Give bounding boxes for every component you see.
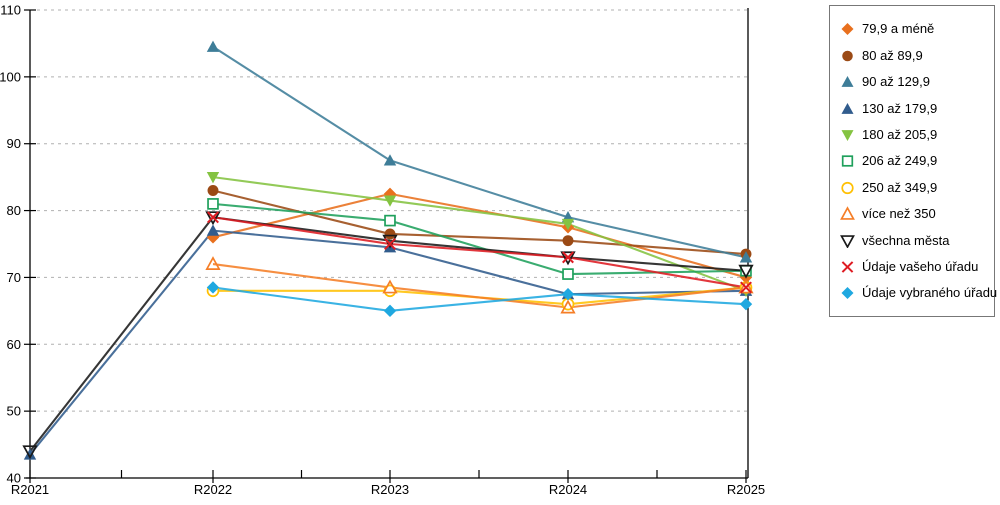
legend-item-3: 90 až 129,9: [840, 74, 994, 89]
legend-item-label: 90 až 129,9: [862, 74, 930, 90]
legend-item-label: 79,9 a méně: [862, 21, 935, 37]
legend-item-label: více než 350: [862, 206, 936, 222]
x-tick-label-R2024: R2024: [549, 482, 587, 497]
legend-marker-icon: [841, 287, 854, 300]
legend-item-10: Údaje vašeho úřadu: [840, 259, 994, 274]
series-markers-1: [206, 187, 753, 284]
legend-marker-icon: [840, 234, 855, 248]
legend-item-label: 206 až 249,9: [862, 153, 938, 169]
legend-marker-icon: [842, 50, 853, 62]
series-line-9: [29, 216, 747, 452]
legend-item-label: 180 až 205,9: [862, 127, 938, 143]
y-tick-label-60: 60: [7, 337, 21, 352]
y-tick-label-110: 110: [0, 3, 21, 18]
legend-item-label: Údaje vybraného úřadu: [862, 285, 998, 301]
legend-item-6: 206 až 249,9: [840, 153, 994, 168]
legend-item-9: všechna města: [840, 233, 994, 248]
legend-marker-icon: [841, 23, 854, 36]
legend-marker-icon: [841, 130, 854, 142]
legend-marker-icon: [841, 76, 854, 88]
series-line-11: [212, 286, 747, 312]
legend-item-label: 130 až 179,9: [862, 100, 938, 116]
legend-item-label: 80 až 89,9: [862, 47, 923, 63]
series-line-2: [212, 189, 747, 256]
legend-item-label: Údaje vašeho úřadu: [862, 259, 979, 275]
series-markers-8: [205, 256, 754, 314]
y-tick-label-80: 80: [7, 203, 21, 218]
x-tick-label-R2023: R2023: [371, 482, 409, 497]
series-line-4: [29, 229, 747, 456]
series-line-1: [212, 192, 747, 279]
legend-marker-icon: [840, 206, 855, 221]
x-tick-label-R2021: R2021: [11, 482, 49, 497]
y-tick-label-100: 100: [0, 69, 21, 84]
series-line-5: [212, 176, 747, 292]
legend-item-7: 250 až 349,9: [840, 180, 994, 195]
legend-item-8: více než 350: [840, 206, 994, 221]
legend-marker-icon: [841, 102, 854, 114]
x-tick-label-R2025: R2025: [727, 482, 765, 497]
x-tick-label-R2022: R2022: [194, 482, 232, 497]
legend-marker-icon: [841, 261, 854, 273]
legend-item-1: 79,9 a méně: [840, 21, 994, 36]
y-tick-label-50: 50: [7, 404, 21, 419]
legend-item-5: 180 až 205,9: [840, 127, 994, 142]
legend-item-label: 250 až 349,9: [862, 179, 938, 195]
series-markers-4: [23, 224, 753, 460]
legend-item-4: 130 až 179,9: [840, 101, 994, 116]
y-tick-label-70: 70: [7, 270, 21, 285]
series-markers-5: [206, 172, 753, 297]
legend-item-label: všechna města: [862, 232, 950, 248]
y-tick-label-40: 40: [7, 471, 21, 486]
series-line-8: [212, 263, 747, 309]
chart-legend: 79,9 a méně 80 až 89,9 90 až 129,9 130 až 1…: [829, 5, 998, 317]
series-markers-11: [206, 281, 753, 318]
legend-marker-icon: [841, 181, 854, 194]
series-line-10: [212, 216, 747, 289]
legend-item-11: Údaje vybraného úřadu: [840, 285, 998, 301]
legend-item-2: 80 až 89,9: [840, 48, 994, 63]
legend-marker-icon: [841, 155, 854, 168]
y-tick-label-90: 90: [7, 136, 21, 151]
series-line-3: [212, 45, 747, 259]
series-markers-10: [207, 211, 752, 294]
